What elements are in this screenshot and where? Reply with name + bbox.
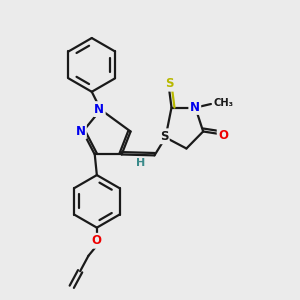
Text: CH₃: CH₃: [213, 98, 233, 108]
Text: N: N: [75, 125, 85, 138]
Text: S: S: [165, 77, 173, 90]
Text: O: O: [218, 129, 228, 142]
Text: O: O: [92, 234, 102, 247]
Text: S: S: [160, 130, 168, 143]
Text: H: H: [136, 158, 145, 168]
Text: N: N: [190, 100, 200, 113]
Text: N: N: [94, 103, 104, 116]
